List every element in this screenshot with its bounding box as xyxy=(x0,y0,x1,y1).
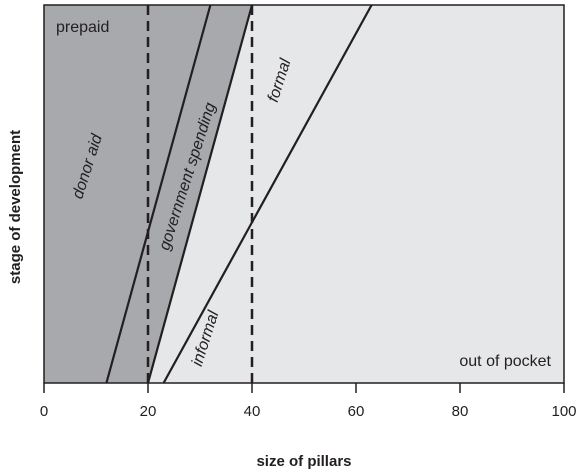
formal-informal-boundary-line xyxy=(162,4,373,384)
x-axis-ticks: 0 20 40 60 80 100 xyxy=(40,383,577,420)
x-axis-title: size of pillars xyxy=(256,453,351,470)
prepaid-label: prepaid xyxy=(56,19,109,36)
x-tick-label: 0 xyxy=(40,403,48,420)
prepaid-region xyxy=(44,5,252,383)
plot-area xyxy=(43,4,565,384)
x-tick-label: 80 xyxy=(452,403,469,420)
out-of-pocket-label: out of pocket xyxy=(459,353,551,370)
x-tick-label: 40 xyxy=(244,403,261,420)
out-of-pocket-region xyxy=(148,5,564,383)
y-axis-title: stage of development xyxy=(7,130,24,284)
x-tick-label: 20 xyxy=(140,403,157,420)
x-tick-label: 100 xyxy=(551,403,576,420)
donor-aid-boundary-line xyxy=(105,4,212,384)
plot-frame xyxy=(43,4,565,384)
government-spending-boundary-line xyxy=(146,4,254,384)
x-tick-label: 60 xyxy=(348,403,365,420)
